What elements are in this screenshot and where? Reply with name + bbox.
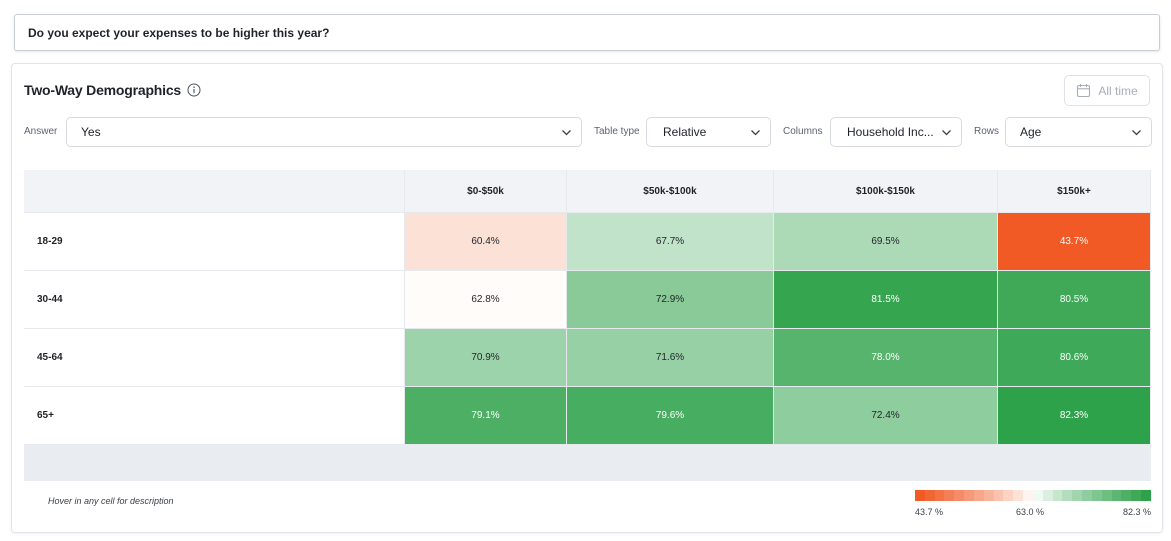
info-icon[interactable] bbox=[187, 83, 201, 97]
legend-swatch bbox=[983, 490, 994, 501]
row-label: 18-29 bbox=[24, 213, 405, 271]
legend-swatch bbox=[1101, 490, 1112, 501]
filters-row: Answer Yes Table type Relative Columns H… bbox=[24, 117, 1152, 147]
legend-max-label: 82.3 % bbox=[1122, 507, 1151, 517]
table-footer-band bbox=[24, 445, 1151, 481]
column-header: $50k-$100k bbox=[567, 170, 774, 213]
time-range-label: All time bbox=[1098, 83, 1138, 98]
table-header-row: $0-$50k $50k-$100k $100k-$150k $150k+ bbox=[24, 170, 1151, 213]
legend-swatch bbox=[915, 490, 925, 501]
heat-cell[interactable]: 78.0% bbox=[774, 329, 998, 387]
question-text: Do you expect your expenses to be higher… bbox=[28, 25, 330, 40]
legend-swatch bbox=[1013, 490, 1024, 501]
time-range-button[interactable]: All time bbox=[1064, 75, 1150, 106]
legend-swatch bbox=[1141, 490, 1151, 501]
legend-mid-label: 63.0 % bbox=[1016, 507, 1045, 517]
heat-cell[interactable]: 81.5% bbox=[774, 271, 998, 329]
legend-swatch bbox=[1023, 490, 1033, 501]
table-type-value: Relative bbox=[663, 125, 707, 139]
legend-swatch bbox=[1052, 490, 1063, 501]
column-header: $100k-$150k bbox=[774, 170, 998, 213]
rows-select[interactable]: Age bbox=[1005, 117, 1152, 147]
chevron-down-icon bbox=[562, 130, 571, 136]
heat-cell[interactable]: 79.6% bbox=[567, 387, 774, 445]
card-title-text: Two-Way Demographics bbox=[24, 82, 182, 98]
color-legend: 43.7 % 63.0 % 82.3 % bbox=[915, 490, 1151, 521]
column-header: $150k+ bbox=[998, 170, 1151, 213]
legend-swatch bbox=[924, 490, 935, 501]
chevron-down-icon bbox=[751, 130, 760, 136]
heat-cell[interactable]: 69.5% bbox=[774, 213, 998, 271]
two-way-demographics-card: Two-Way Demographics All time Answer Yes bbox=[11, 63, 1163, 533]
columns-value: Household Inc... bbox=[847, 125, 934, 139]
legend-swatch bbox=[1032, 490, 1043, 501]
header-corner-cell bbox=[24, 170, 405, 213]
chevron-down-icon bbox=[942, 130, 951, 136]
heat-cell[interactable]: 43.7% bbox=[998, 213, 1151, 271]
columns-label: Columns bbox=[783, 126, 823, 137]
table-row: 30-44 62.8% 72.9% 81.5% 80.5% bbox=[24, 271, 1151, 329]
card-title: Two-Way Demographics bbox=[24, 82, 201, 98]
table-type-label: Table type bbox=[594, 126, 640, 137]
heat-cell[interactable]: 80.6% bbox=[998, 329, 1151, 387]
hover-hint: Hover in any cell for description bbox=[48, 496, 174, 506]
legend-swatch bbox=[1003, 490, 1014, 501]
column-header: $0-$50k bbox=[405, 170, 567, 213]
heat-cell[interactable]: 60.4% bbox=[405, 213, 567, 271]
row-label: 30-44 bbox=[24, 271, 405, 329]
table-row: 45-64 70.9% 71.6% 78.0% 80.6% bbox=[24, 329, 1151, 387]
legend-swatch bbox=[934, 490, 945, 501]
heat-cell[interactable]: 62.8% bbox=[405, 271, 567, 329]
heat-cell[interactable]: 82.3% bbox=[998, 387, 1151, 445]
legend-swatch bbox=[1062, 490, 1073, 501]
rows-value: Age bbox=[1020, 125, 1042, 139]
answer-label: Answer bbox=[24, 126, 58, 137]
legend-swatch bbox=[954, 490, 965, 501]
legend-swatch bbox=[944, 490, 955, 501]
legend-swatch bbox=[1042, 490, 1053, 501]
legend-swatch bbox=[993, 490, 1004, 501]
legend-swatch bbox=[1091, 490, 1102, 501]
table-type-select[interactable]: Relative bbox=[646, 117, 771, 147]
question-bar[interactable]: Do you expect your expenses to be higher… bbox=[14, 14, 1160, 51]
legend-min-label: 43.7 % bbox=[915, 507, 944, 517]
legend-swatch bbox=[1111, 490, 1122, 501]
heat-cell[interactable]: 70.9% bbox=[405, 329, 567, 387]
answer-select[interactable]: Yes bbox=[66, 117, 582, 147]
calendar-icon bbox=[1076, 83, 1091, 98]
legend-gradient-bar bbox=[915, 490, 1151, 501]
heat-cell[interactable]: 71.6% bbox=[567, 329, 774, 387]
rows-label: Rows bbox=[974, 126, 1000, 137]
answer-value: Yes bbox=[81, 125, 101, 139]
heat-cell[interactable]: 79.1% bbox=[405, 387, 567, 445]
heat-cell[interactable]: 67.7% bbox=[567, 213, 774, 271]
chevron-down-icon bbox=[1132, 130, 1141, 136]
heat-cell[interactable]: 72.9% bbox=[567, 271, 774, 329]
legend-swatch bbox=[1072, 490, 1083, 501]
row-label: 65+ bbox=[24, 387, 405, 445]
columns-select[interactable]: Household Inc... bbox=[830, 117, 962, 147]
table-row: 65+ 79.1% 79.6% 72.4% 82.3% bbox=[24, 387, 1151, 445]
legend-swatch bbox=[964, 490, 974, 501]
heat-cell[interactable]: 80.5% bbox=[998, 271, 1151, 329]
legend-swatch bbox=[1131, 490, 1142, 501]
legend-swatch bbox=[973, 490, 984, 501]
heat-cell[interactable]: 72.4% bbox=[774, 387, 998, 445]
table-row: 18-29 60.4% 67.7% 69.5% 43.7% bbox=[24, 213, 1151, 271]
crosstab-table: $0-$50k $50k-$100k $100k-$150k $150k+ 18… bbox=[24, 170, 1151, 481]
legend-swatch bbox=[1082, 490, 1092, 501]
legend-swatch bbox=[1121, 490, 1132, 501]
row-label: 45-64 bbox=[24, 329, 405, 387]
